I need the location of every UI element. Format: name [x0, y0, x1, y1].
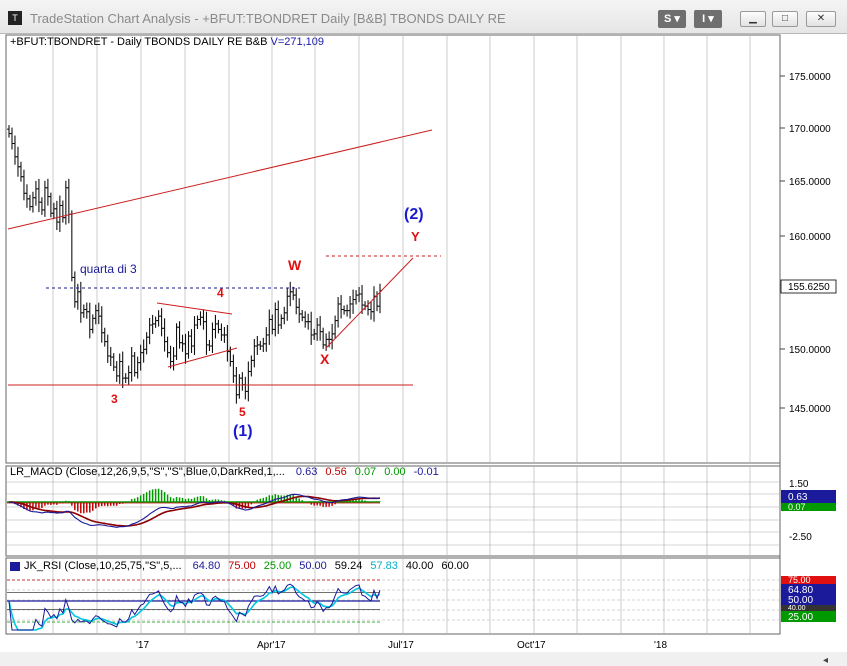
- tradestation-app-icon: T: [8, 11, 22, 25]
- date-tick-label: Oct'17: [517, 640, 546, 651]
- indicator-menu-button[interactable]: I ▾: [694, 10, 722, 28]
- price-tick-label: 175.0000: [789, 72, 831, 83]
- wave-4-label: 4: [217, 286, 224, 300]
- price-tick-label: 145.0000: [789, 404, 831, 415]
- strategy-button-label: S: [664, 13, 672, 25]
- close-icon: ✕: [816, 13, 826, 24]
- wave-1-label: (1): [233, 423, 253, 440]
- rsi-badge: [781, 611, 836, 622]
- scroll-left-icon[interactable]: ◂: [823, 655, 828, 666]
- macd-value: 0.00: [384, 466, 406, 478]
- rsi-badge-text: 40.00: [788, 605, 806, 612]
- wave-w-label: W: [288, 257, 302, 273]
- date-axis: '17 Apr'17 Jul'17 Oct'17 '18: [136, 640, 667, 651]
- macd-green-badge-text: 0.07: [788, 502, 806, 512]
- rsi-badge-text: 75.00: [788, 575, 811, 585]
- price-tick-label: 170.0000: [789, 124, 831, 135]
- date-tick-label: '17: [136, 640, 149, 651]
- symbol-line: +BFUT:TBONDRET - Daily TBONDS DAILY RE B…: [10, 36, 268, 48]
- rsi-plot: [7, 579, 381, 631]
- triangle-lower-line[interactable]: [167, 347, 238, 368]
- maximize-icon: □: [781, 13, 789, 24]
- macd-value: -0.01: [413, 466, 439, 478]
- rsi-badge: [781, 584, 836, 595]
- rsi-value: 59.24: [334, 560, 363, 572]
- rsi-badge-text: 25.00: [788, 612, 813, 623]
- wave-5-label: 5: [239, 405, 246, 419]
- macd-indicator-label[interactable]: LR_MACD (Close,12,26,9,5,"S","S",Blue,0,…: [10, 466, 439, 478]
- minimize-icon: ▁: [749, 13, 757, 24]
- rsi-badge-text: 64.80: [788, 585, 813, 596]
- macd-tick-label: -2.50: [789, 532, 812, 543]
- price-tick-label: 165.0000: [789, 177, 831, 188]
- macd-axis: 1.50 -2.50 0.07 0.63: [781, 479, 836, 543]
- rsi-label-text: JK_RSI (Close,10,25,75,"S",5,...: [24, 560, 182, 572]
- macd-value: 0.63: [295, 466, 318, 478]
- rsi-value: 57.83: [370, 560, 398, 572]
- date-tick-label: Apr'17: [257, 640, 286, 651]
- volume-readout: V=271,109: [270, 36, 325, 48]
- rsi-badge-text: 50.00: [788, 595, 813, 606]
- price-tick-label: 150.0000: [789, 345, 831, 356]
- last-price-badge: [780, 279, 837, 294]
- grid-lines: [7, 36, 779, 633]
- rsi-axis: 75.00 64.80 50.00 40.00 25.00: [781, 575, 836, 623]
- rsi-values: 64.80 75.00 25.00 50.00 59.24 57.83 40.00 60.00: [185, 560, 469, 572]
- macd-tick-label: 1.50: [789, 479, 809, 490]
- rsi-indicator-label[interactable]: JK_RSI (Close,10,25,75,"S",5,... 64.80 75…: [10, 560, 469, 572]
- macd-signal-line: [8, 495, 381, 527]
- wave-y-label: Y: [411, 229, 420, 244]
- rsi-badge: [781, 595, 836, 605]
- price-tick-label: 160.0000: [789, 232, 831, 243]
- rsi-badge: [781, 605, 836, 611]
- price-axis: 175.0000 170.0000 165.0000 160.0000 150.…: [780, 72, 837, 415]
- wave-2-label: (2): [404, 206, 424, 223]
- horizontal-scrollbar[interactable]: [0, 652, 847, 666]
- minimize-button[interactable]: ▁: [740, 11, 766, 27]
- last-price-label: 155.6250: [788, 282, 830, 293]
- maximize-button[interactable]: □: [772, 11, 798, 27]
- upper-channel-line[interactable]: [7, 129, 433, 230]
- rsi-line: [8, 583, 381, 631]
- indicator-button-label: I: [702, 13, 706, 25]
- chart-header: +BFUT:TBONDRET - Daily TBONDS DAILY RE B…: [10, 36, 324, 48]
- macd-blue-badge-text: 0.63: [788, 492, 808, 503]
- rsi-value: 75.00: [228, 560, 256, 572]
- rsi-value: 50.00: [299, 560, 327, 572]
- macd-plot: [7, 488, 381, 528]
- price-bars: [7, 125, 382, 404]
- title-bar: T TradeStation Chart Analysis - +BFUT:TB…: [0, 0, 847, 34]
- wave-x-label: X: [320, 351, 330, 367]
- macd-green-badge: [781, 502, 836, 511]
- rsi-color-swatch: [10, 561, 20, 571]
- date-tick-label: Jul'17: [388, 640, 414, 651]
- macd-values: 0.63 0.56 0.07 0.00 -0.01: [288, 466, 439, 478]
- macd-label-text: LR_MACD (Close,12,26,9,5,"S","S",Blue,0,…: [10, 466, 285, 478]
- macd-value: 0.56: [325, 466, 347, 478]
- triangle-upper-line[interactable]: [156, 302, 233, 315]
- strategy-menu-button[interactable]: S ▾: [658, 10, 686, 28]
- close-button[interactable]: ✕: [806, 11, 836, 27]
- macd-line: [8, 493, 381, 528]
- rsi-value: 40.00: [405, 560, 434, 572]
- macd-blue-badge: [781, 490, 836, 503]
- quarta-di-3-label: quarta di 3: [80, 262, 137, 276]
- rsi-badge: [781, 576, 836, 584]
- rsi-value: 64.80: [192, 560, 221, 572]
- macd-value: 0.07: [354, 466, 377, 478]
- wave-3-label: 3: [111, 392, 118, 406]
- window-title: TradeStation Chart Analysis - +BFUT:TBON…: [30, 11, 506, 26]
- rising-wedge-line[interactable]: [325, 257, 414, 349]
- date-tick-label: '18: [654, 640, 667, 651]
- rsi-value: 25.00: [263, 560, 292, 572]
- rsi-value: 60.00: [441, 560, 469, 572]
